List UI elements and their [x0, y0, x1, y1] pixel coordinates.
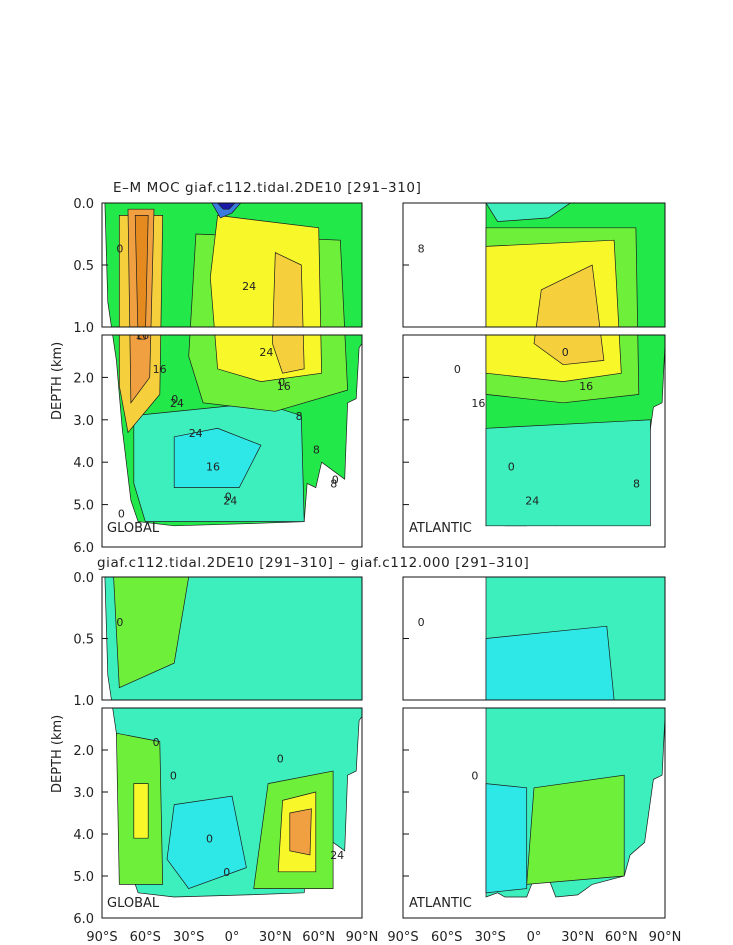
equatorial-core	[216, 203, 236, 210]
latitude-tick-label: 30°S	[475, 930, 506, 945]
contour-label: 0	[454, 363, 461, 376]
aabw-cell	[485, 419, 651, 527]
depth-tick-label: 0.5	[73, 259, 94, 274]
depth-tick-labels: 0.0 0.5 1.0 2.0 3.0 4.0 5.0 6.0 0.0 0.5 1.0 2.0 3.0 4…	[73, 197, 94, 927]
depth-tick-label: 2.0	[73, 744, 94, 759]
contour-label: 0	[116, 616, 123, 629]
depth-tick-label: 0.0	[73, 571, 94, 586]
region-label-global-bottom: GLOBAL	[107, 896, 160, 911]
contour-label: 16	[579, 380, 593, 393]
contour-label: 8	[296, 410, 303, 423]
contour-label: 0	[418, 616, 425, 629]
contour-label: 0	[332, 473, 339, 486]
panel-frame-lower	[101, 707, 363, 919]
contour-label: 0	[170, 769, 177, 782]
panels: 0242416816162481624248000008162416800000…	[101, 202, 666, 919]
contour-label: 8	[330, 478, 337, 491]
amoc-core	[272, 252, 305, 374]
contour-label: 0	[471, 769, 478, 782]
latitude-tick-label: 90°S	[387, 930, 418, 945]
diff-orange-n	[289, 808, 312, 856]
latitude-tick-label: 90°N	[649, 930, 682, 945]
contour-label: 24	[242, 280, 256, 293]
bottom-title: giaf.c112.tidal.2DE10 [291–310] – giaf.c…	[97, 555, 529, 571]
contour-label: 0	[277, 753, 284, 766]
contour-label: 24	[170, 397, 184, 410]
depth-tick-label: 0.5	[73, 633, 94, 648]
region-label-atlantic-bottom: ATLANTIC	[409, 896, 472, 911]
latitude-tick-label: 60°N	[605, 930, 638, 945]
depth-tick-label: 1.0	[73, 321, 94, 336]
diff-cyan-deep	[485, 783, 528, 894]
diff-green-n	[526, 774, 625, 885]
diff-cyan-eq	[166, 795, 247, 890]
panel-frame-lower	[402, 707, 666, 919]
region-label-atlantic-top: ATLANTIC	[409, 521, 472, 536]
panel-atlantic-mean: 8 16 24 16 8 0 0 0	[402, 202, 666, 548]
contour-label: 0	[225, 490, 232, 503]
contour-label: 16	[135, 329, 149, 342]
contour-label: 0	[116, 243, 123, 256]
depth-tick-label: 4.0	[73, 828, 94, 843]
depth-tick-label: 6.0	[73, 541, 94, 556]
diff-cyan-surf	[485, 625, 615, 701]
contour-label: 24	[223, 495, 237, 508]
depth-tick-label: 4.0	[73, 456, 94, 471]
top-title: E–M MOC giaf.c112.tidal.2DE10 [291–310]	[113, 180, 421, 196]
contour-label: 0	[278, 376, 285, 389]
contour-label: 0	[118, 507, 125, 520]
latitude-tick-label: 30°N	[561, 930, 594, 945]
contour-label: 8	[418, 243, 425, 256]
depth-tick-label: 5.0	[73, 870, 94, 885]
diff-yellow-s	[133, 783, 149, 839]
depth-tick-label: 6.0	[73, 912, 94, 927]
depth-tick-label: 0.0	[73, 197, 94, 212]
latitude-tick-label: 60°N	[302, 930, 335, 945]
y-axis-label-bottom: DEPTH (km)	[50, 715, 65, 793]
panel-frame-lower	[101, 334, 363, 548]
abyssal-core	[173, 427, 262, 488]
contour-label: 0	[562, 346, 569, 359]
surface-cyan	[485, 203, 572, 222]
depth-tick-label: 1.0	[73, 694, 94, 709]
contour-label: 24	[525, 495, 539, 508]
depth-tick-label: 3.0	[73, 786, 94, 801]
contour-label: 16	[277, 380, 291, 393]
contour-label: 0	[206, 832, 213, 845]
diff-green-sw	[113, 577, 190, 689]
contour-label: 16	[206, 461, 220, 474]
latitude-tick-label: 90°S	[86, 930, 117, 945]
contour-label: 8	[313, 444, 320, 457]
contour-label: 16	[471, 397, 485, 410]
latitude-tick-label: 30°N	[259, 930, 292, 945]
latitude-tick-label: 60°S	[431, 930, 462, 945]
latitude-tick-label: 60°S	[130, 930, 161, 945]
deacon-core	[134, 215, 149, 340]
contour-label: 0	[223, 866, 230, 879]
depth-tick-label: 5.0	[73, 499, 94, 514]
depth-tick-label: 2.0	[73, 371, 94, 386]
contour-label: 0	[171, 393, 178, 406]
y-axis-label-top: DEPTH (km)	[50, 342, 65, 420]
depth-tick-label: 3.0	[73, 414, 94, 429]
latitude-tick-label: 0°	[225, 930, 240, 945]
region-label-global-top: GLOBAL	[107, 521, 160, 536]
latitude-tick-labels: 90°S 60°S 30°S 0° 30°N 60°N 90°N 90°S 60°S 30°S 0°…	[86, 930, 681, 945]
latitude-tick-label: 90°N	[346, 930, 379, 945]
contour-label: 24	[259, 346, 273, 359]
contour-label: 0	[153, 736, 160, 749]
panel-atlantic-difference: 00	[402, 576, 666, 919]
panel-frame-lower	[402, 334, 666, 548]
contour-label: 24	[330, 849, 344, 862]
equatorial-cell-blue	[211, 203, 242, 219]
latitude-tick-label: 0°	[527, 930, 542, 945]
panel-global-difference: 0 0 0 0 24 0 0	[101, 576, 363, 919]
contour-label: 8	[633, 478, 640, 491]
contour-label: 16	[153, 363, 167, 376]
contour-label: 24	[189, 427, 203, 440]
latitude-tick-label: 30°S	[173, 930, 204, 945]
contour-label: 0	[508, 461, 515, 474]
